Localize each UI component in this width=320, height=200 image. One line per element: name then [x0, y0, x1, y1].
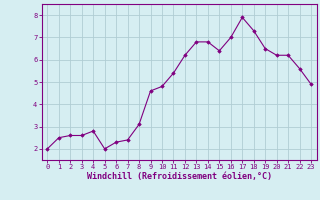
X-axis label: Windchill (Refroidissement éolien,°C): Windchill (Refroidissement éolien,°C) [87, 172, 272, 181]
